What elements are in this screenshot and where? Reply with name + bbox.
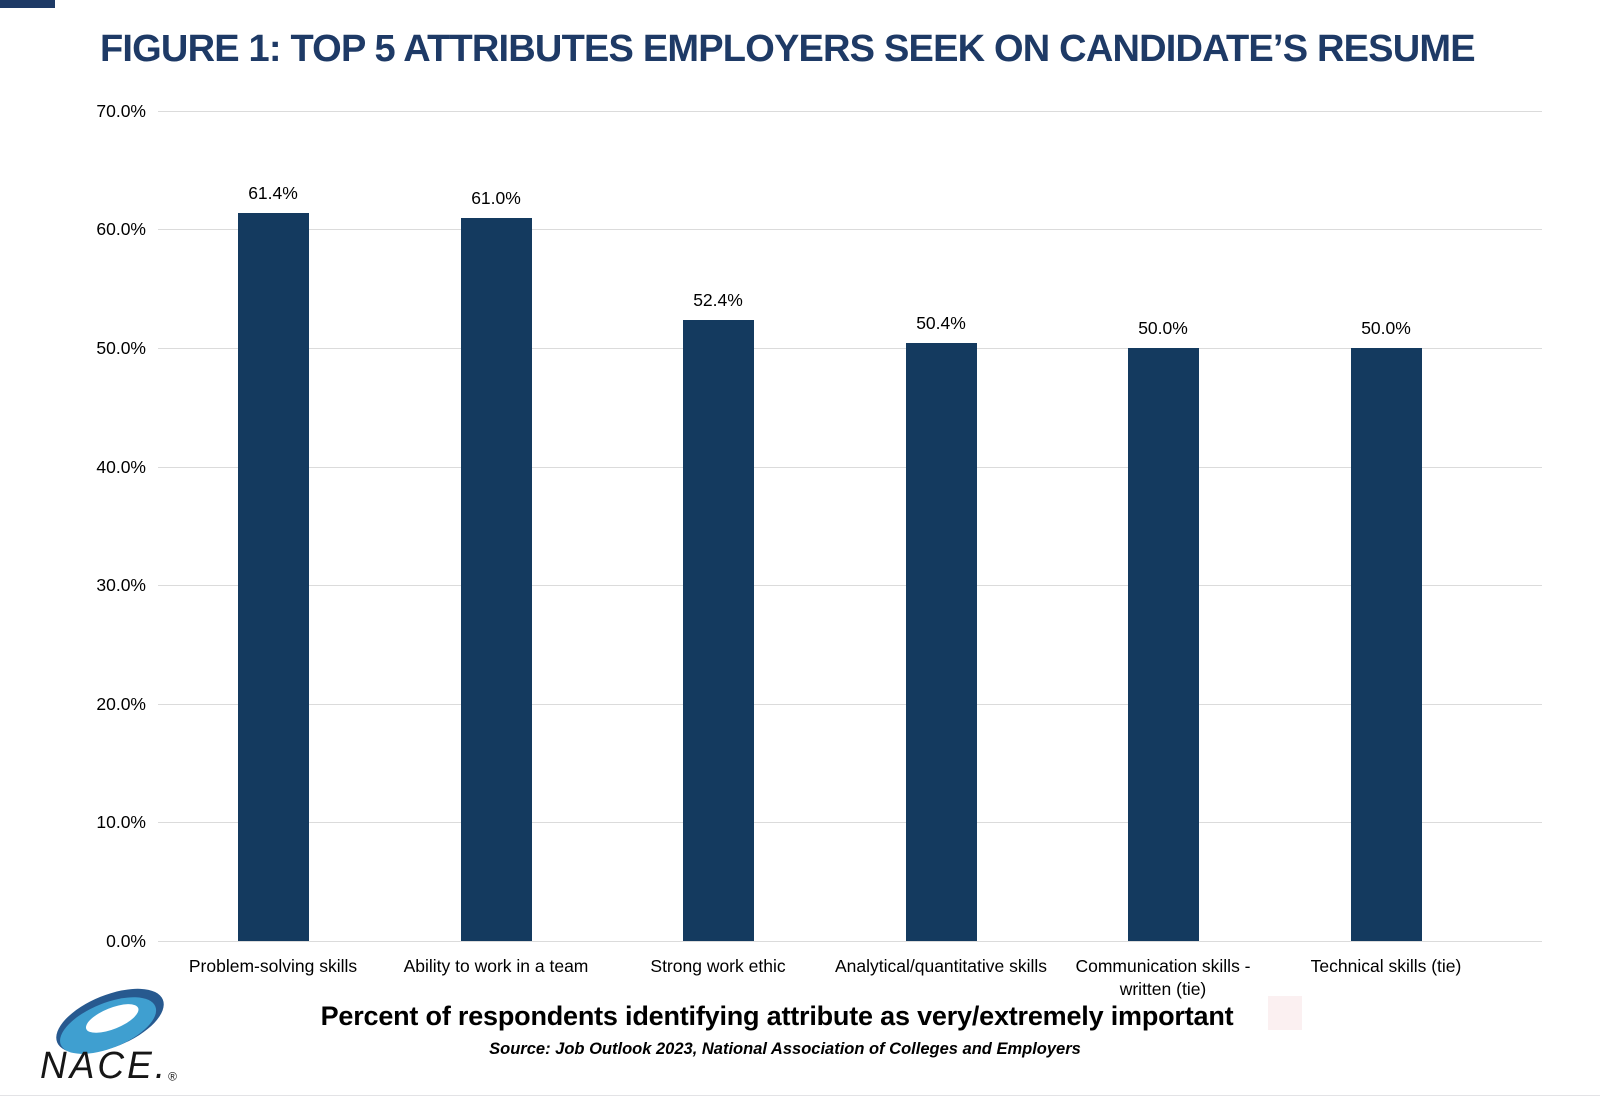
nace-logo: NACE.®: [40, 985, 200, 1095]
highlight-smudge: [1268, 996, 1302, 1030]
x-axis-category-label: Technical skills (tie): [1310, 956, 1462, 976]
gridline: [158, 466, 1542, 468]
bar: [1127, 348, 1199, 941]
y-axis-tick-label: 60.0%: [96, 219, 146, 240]
y-axis-tick-label: 40.0%: [96, 456, 146, 477]
gridline: [158, 110, 1542, 112]
chart-caption: Percent of respondents identifying attri…: [320, 1001, 1234, 1031]
gridline: [158, 348, 1542, 349]
bar-value-label: 61.0%: [471, 187, 521, 208]
bar: [682, 319, 754, 941]
registered-mark: ®: [168, 1069, 177, 1084]
bottom-divider: [0, 1095, 1600, 1096]
gridline: [158, 229, 1542, 231]
y-axis-tick-label: 0.0%: [106, 931, 146, 951]
gridline: [158, 585, 1542, 587]
bar: [905, 343, 977, 941]
gridline: [158, 822, 1542, 824]
y-axis-tick-label: 30.0%: [96, 575, 146, 596]
figure-title: FIGURE 1: TOP 5 ATTRIBUTES EMPLOYERS SEE…: [100, 28, 1476, 70]
nace-logotype: NACE.®: [40, 1044, 177, 1087]
x-axis-category-label: Ability to work in a team: [403, 956, 589, 976]
bar-value-label: 61.4%: [248, 182, 298, 203]
bar-value-label: 50.4%: [916, 313, 966, 334]
bar: [460, 217, 532, 941]
gridline: [158, 941, 1542, 942]
y-axis-tick-label: 70.0%: [96, 100, 146, 121]
bar-value-label: 50.0%: [1138, 318, 1188, 338]
x-axis-category-label: Problem-solving skills: [188, 956, 358, 976]
y-axis-tick-label: 20.0%: [96, 693, 146, 714]
x-axis-category-label: Analytical/quantitative skills: [834, 956, 1048, 976]
bar-value-label: 52.4%: [693, 289, 743, 310]
gridline: [158, 703, 1542, 705]
nace-swoosh-icon: [56, 988, 164, 1054]
chart-source: Source: Job Outlook 2023, National Assoc…: [489, 1040, 1081, 1058]
x-axis-category-label: Strong work ethic: [650, 956, 786, 976]
x-axis-category-label: Communication skills - written (tie): [1075, 956, 1251, 999]
y-axis-tick-label: 10.0%: [96, 812, 146, 833]
page-corner-mark: [0, 0, 55, 8]
bar: [237, 212, 309, 941]
bar-value-label: 50.0%: [1361, 318, 1411, 338]
bar: [1350, 348, 1422, 941]
y-axis-tick-label: 50.0%: [96, 338, 146, 358]
